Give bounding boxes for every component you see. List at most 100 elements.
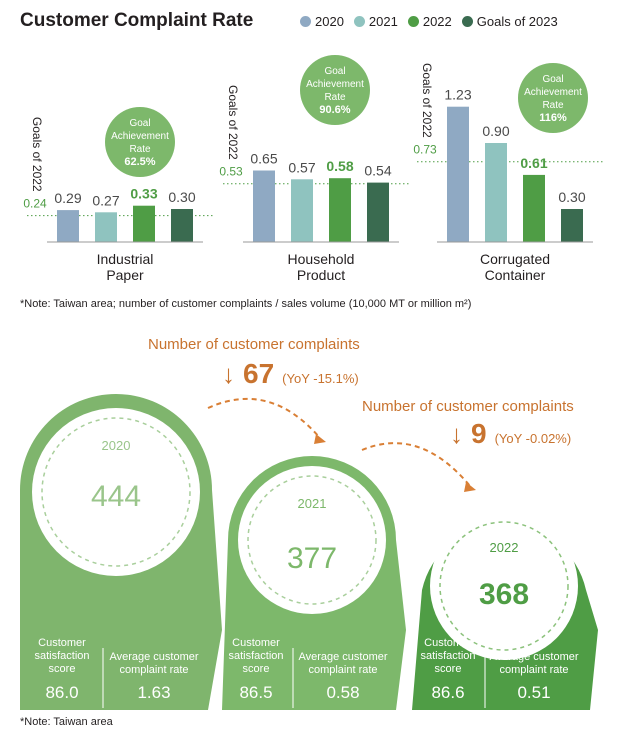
bar-2021 bbox=[291, 179, 313, 242]
callout-title: Number of customer complaints bbox=[362, 398, 574, 415]
legend: 2020 2021 2022 Goals of 2023 bbox=[300, 14, 558, 29]
data-label: 0.30 bbox=[558, 189, 585, 205]
card-circle bbox=[430, 512, 578, 660]
arrowhead-icon bbox=[464, 482, 476, 492]
data-label: 0.30 bbox=[168, 189, 195, 205]
data-label: 0.33 bbox=[130, 186, 157, 202]
year-card-2021: 2021 377 Customer satisfaction score 86.5 … bbox=[222, 456, 406, 710]
card-circle bbox=[238, 466, 386, 614]
achievement-value: 62.5% bbox=[124, 156, 155, 168]
legend-swatch bbox=[461, 16, 473, 27]
callout-number: 9 bbox=[471, 418, 487, 449]
rate-label: Average customer complaint rate bbox=[298, 651, 387, 676]
arrowhead-icon bbox=[314, 434, 326, 444]
bar-2022 bbox=[523, 174, 545, 242]
down-arrow-icon: ↓ bbox=[450, 419, 463, 449]
bar-chart: 0.24 Goals of 2022 0.29 0.27 0.33 0.30 Industr… bbox=[23, 55, 605, 283]
legend-swatch bbox=[353, 16, 365, 27]
legend-label: 2022 bbox=[422, 14, 452, 29]
data-label: 0.57 bbox=[288, 159, 315, 175]
achievement-value: 116% bbox=[539, 112, 567, 124]
connector-arrow-2 bbox=[361, 442, 471, 487]
bar-goals-of-2023 bbox=[171, 209, 193, 242]
achievement-label: Rate bbox=[129, 144, 151, 155]
category-label: Product bbox=[297, 267, 345, 283]
data-label: 0.58 bbox=[326, 158, 353, 174]
legend-label: Goals of 2023 bbox=[476, 14, 558, 29]
callout-1: ↓ 67 (YoY -15.1%) bbox=[222, 360, 359, 388]
rate-value: 0.51 bbox=[517, 683, 550, 702]
achievement-label: Goal bbox=[129, 118, 150, 129]
data-label: 0.90 bbox=[482, 123, 509, 139]
goal-axis-label: Goals of 2022 bbox=[420, 63, 434, 138]
sat-label: Customer satisfaction score bbox=[420, 637, 475, 675]
card-complaints: 368 bbox=[479, 578, 529, 611]
bar-2022 bbox=[329, 178, 351, 242]
legend-item-2022: 2022 bbox=[407, 14, 452, 29]
bar-2022 bbox=[133, 205, 155, 242]
bar-2021 bbox=[95, 212, 117, 242]
achievement-circle bbox=[105, 107, 175, 177]
callout-2-title: Number of customer complaints bbox=[362, 398, 574, 416]
card-circle bbox=[32, 408, 200, 576]
dashed-ring bbox=[41, 417, 191, 567]
achievement-label: Achievement bbox=[111, 131, 169, 142]
rate-label: Average customer complaint rate bbox=[109, 651, 198, 676]
category-label: Household bbox=[288, 251, 355, 267]
sat-value: 86.5 bbox=[239, 683, 272, 702]
card-year: 2022 bbox=[490, 540, 519, 555]
goal-axis-label: Goals of 2022 bbox=[30, 117, 44, 192]
bar-goals-of-2023 bbox=[367, 182, 389, 242]
year-card-2020: 2020 444 Customer satisfaction score 86.0 … bbox=[20, 394, 222, 710]
data-label: 0.27 bbox=[92, 192, 119, 208]
category-label: Industrial bbox=[97, 251, 154, 267]
callout-yoy: (YoY -0.02%) bbox=[494, 431, 572, 446]
category-label: Paper bbox=[106, 267, 144, 283]
legend-item-goals-2023: Goals of 2023 bbox=[461, 14, 558, 29]
dashed-ring bbox=[247, 475, 377, 605]
bar-goals-of-2023 bbox=[561, 209, 583, 242]
achievement-label: Rate bbox=[542, 100, 564, 111]
chart-note: *Note: Taiwan area; number of customer c… bbox=[20, 298, 472, 310]
data-label: 0.29 bbox=[54, 190, 81, 206]
year-card-2022: 2022 368 Customer satisfaction score 86.6 … bbox=[412, 512, 598, 710]
card-year: 2020 bbox=[102, 438, 131, 453]
goal-value-label: 0.24 bbox=[23, 197, 47, 211]
callout-1-title: Number of customer complaints bbox=[148, 336, 360, 354]
card-complaints: 377 bbox=[287, 542, 337, 575]
data-label: 0.54 bbox=[364, 163, 391, 179]
callout-2: ↓ 9 (YoY -0.02%) bbox=[450, 420, 571, 448]
achievement-value: 90.6% bbox=[319, 104, 350, 116]
rate-value: 0.58 bbox=[326, 683, 359, 702]
goal-axis-label: Goals of 2022 bbox=[226, 85, 240, 160]
achievement-circle bbox=[518, 63, 588, 133]
legend-label: 2020 bbox=[315, 14, 344, 29]
connector-arrow-1 bbox=[207, 397, 321, 439]
yearly-summary-graphic: 2020 444 Customer satisfaction score 86.0 … bbox=[20, 394, 598, 710]
legend-item-2021: 2021 bbox=[353, 14, 398, 29]
achievement-label: Goal bbox=[542, 74, 563, 85]
dashed-ring bbox=[439, 521, 569, 651]
bar-2020 bbox=[57, 210, 79, 242]
goal-value-label: 0.73 bbox=[413, 143, 437, 157]
legend-swatch bbox=[407, 16, 419, 27]
callout-title: Number of customer complaints bbox=[148, 336, 360, 353]
goal-value-label: 0.53 bbox=[219, 165, 243, 179]
callout-yoy: (YoY -15.1%) bbox=[282, 371, 359, 386]
achievement-circle bbox=[300, 55, 370, 125]
achievement-label: Goal bbox=[324, 66, 345, 77]
category-label: Container bbox=[485, 267, 546, 283]
bar-2021 bbox=[485, 143, 507, 242]
bar-2020 bbox=[253, 170, 275, 242]
data-label: 1.23 bbox=[444, 87, 471, 103]
achievement-label: Rate bbox=[324, 92, 346, 103]
sat-value: 86.6 bbox=[431, 683, 464, 702]
card-year: 2021 bbox=[298, 496, 327, 511]
data-label: 0.61 bbox=[520, 155, 547, 171]
achievement-label: Achievement bbox=[524, 87, 582, 98]
sat-label: Customer satisfaction score bbox=[34, 637, 89, 675]
legend-item-2020: 2020 bbox=[300, 14, 344, 29]
legend-swatch bbox=[300, 16, 311, 27]
data-label: 0.65 bbox=[250, 151, 277, 167]
rate-value: 1.63 bbox=[137, 683, 170, 702]
